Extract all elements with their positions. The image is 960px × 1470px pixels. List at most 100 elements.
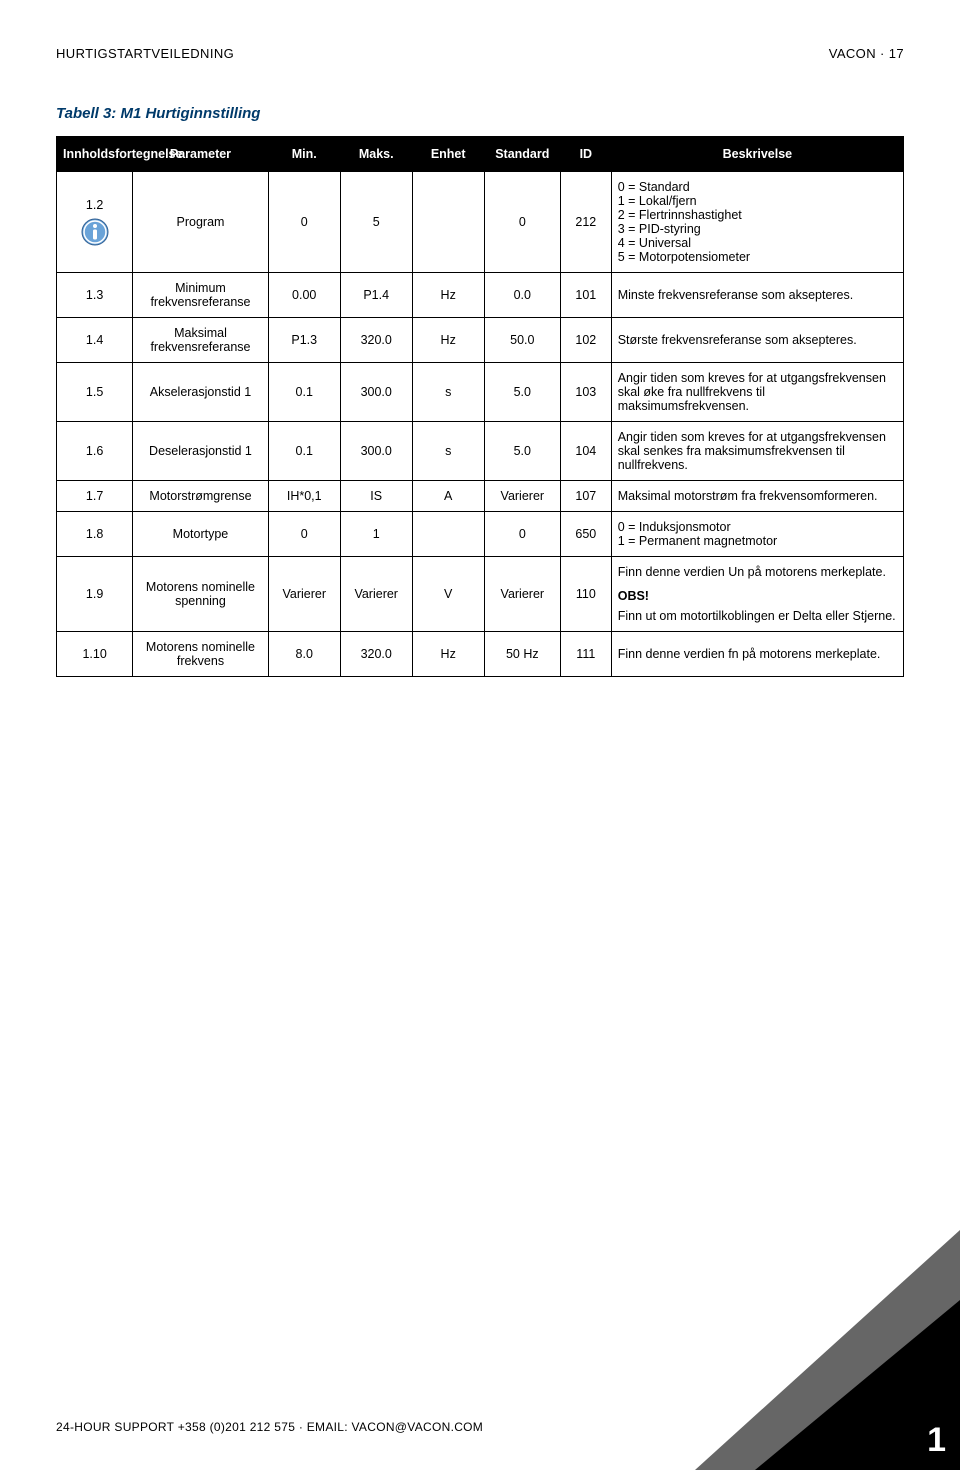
cell-id: 212	[560, 172, 611, 273]
cell-unit: V	[412, 557, 484, 632]
cell-index: 1.9	[57, 557, 133, 632]
table-header: Innholdsfortegnelse Parameter Min. Maks.…	[57, 137, 904, 172]
cell-max: 320.0	[340, 318, 412, 363]
cell-standard: Varierer	[484, 481, 560, 512]
cell-parameter: Motortype	[133, 512, 269, 557]
cell-parameter: Maksimal frekvensreferanse	[133, 318, 269, 363]
cell-index: 1.3	[57, 273, 133, 318]
info-icon	[81, 218, 109, 246]
table-row: 1.2Program0502120 = Standard1 = Lokal/fj…	[57, 172, 904, 273]
table-caption: Tabell 3: M1 Hurtiginnstilling	[56, 105, 904, 122]
corner-graphic	[660, 1170, 960, 1470]
cell-id: 103	[560, 363, 611, 422]
cell-standard: 0	[484, 512, 560, 557]
cell-desc: Angir tiden som kreves for at utgangsfre…	[611, 363, 903, 422]
cell-index: 1.5	[57, 363, 133, 422]
cell-desc: Angir tiden som kreves for at utgangsfre…	[611, 422, 903, 481]
cell-max: 5	[340, 172, 412, 273]
cell-standard: 5.0	[484, 363, 560, 422]
parameter-table: Innholdsfortegnelse Parameter Min. Maks.…	[56, 136, 904, 677]
page-header: HURTIGSTARTVEILEDNING VACON · 17	[56, 46, 904, 61]
cell-parameter: Motorens nominelle spenning	[133, 557, 269, 632]
table-row: 1.7MotorstrømgrenseIH*0,1ISAVarierer107M…	[57, 481, 904, 512]
table-row: 1.4Maksimal frekvensreferanseP1.3320.0Hz…	[57, 318, 904, 363]
col-standard: Standard	[484, 137, 560, 172]
cell-parameter: Deselerasjonstid 1	[133, 422, 269, 481]
table-row: 1.10Motorens nominelle frekvens8.0320.0H…	[57, 632, 904, 677]
cell-id: 102	[560, 318, 611, 363]
cell-max: 1	[340, 512, 412, 557]
cell-standard: 0.0	[484, 273, 560, 318]
cell-desc: Finn denne verdien Un på motorens merkep…	[611, 557, 903, 632]
page-number: 1	[927, 1421, 946, 1460]
cell-min: 0	[268, 512, 340, 557]
table-row: 1.6Deselerasjonstid 10.1300.0s5.0104Angi…	[57, 422, 904, 481]
cell-parameter: Program	[133, 172, 269, 273]
cell-standard: 50.0	[484, 318, 560, 363]
cell-index: 1.6	[57, 422, 133, 481]
cell-max: 300.0	[340, 363, 412, 422]
cell-min: 0.1	[268, 422, 340, 481]
cell-unit: s	[412, 363, 484, 422]
cell-id: 101	[560, 273, 611, 318]
cell-min: Varierer	[268, 557, 340, 632]
cell-standard: 0	[484, 172, 560, 273]
col-max: Maks.	[340, 137, 412, 172]
cell-desc: Maksimal motorstrøm fra frekvensomformer…	[611, 481, 903, 512]
document-page: HURTIGSTARTVEILEDNING VACON · 17 Tabell …	[0, 0, 960, 1470]
cell-desc: 0 = Standard1 = Lokal/fjern2 = Flertrinn…	[611, 172, 903, 273]
cell-unit	[412, 172, 484, 273]
cell-desc: Største frekvensreferanse som aksepteres…	[611, 318, 903, 363]
table-body: 1.2Program0502120 = Standard1 = Lokal/fj…	[57, 172, 904, 677]
col-desc: Beskrivelse	[611, 137, 903, 172]
col-min: Min.	[268, 137, 340, 172]
cell-parameter: Akselerasjonstid 1	[133, 363, 269, 422]
cell-id: 107	[560, 481, 611, 512]
col-unit: Enhet	[412, 137, 484, 172]
cell-parameter: Minimum frekvensreferanse	[133, 273, 269, 318]
cell-min: 0	[268, 172, 340, 273]
cell-parameter: Motorens nominelle frekvens	[133, 632, 269, 677]
cell-standard: 50 Hz	[484, 632, 560, 677]
cell-min: P1.3	[268, 318, 340, 363]
cell-unit: s	[412, 422, 484, 481]
cell-max: Varierer	[340, 557, 412, 632]
table-row: 1.8Motortype0106500 = Induksjonsmotor1 =…	[57, 512, 904, 557]
table-row: 1.9Motorens nominelle spenningVariererVa…	[57, 557, 904, 632]
col-id: ID	[560, 137, 611, 172]
cell-unit: Hz	[412, 632, 484, 677]
cell-min: 0.1	[268, 363, 340, 422]
header-right: VACON · 17	[829, 46, 904, 61]
cell-min: IH*0,1	[268, 481, 340, 512]
cell-max: IS	[340, 481, 412, 512]
cell-index: 1.10	[57, 632, 133, 677]
table-row: 1.3Minimum frekvensreferanse0.00P1.4Hz0.…	[57, 273, 904, 318]
cell-max: 300.0	[340, 422, 412, 481]
cell-desc: Minste frekvensreferanse som aksepteres.	[611, 273, 903, 318]
cell-id: 104	[560, 422, 611, 481]
cell-standard: 5.0	[484, 422, 560, 481]
page-footer: 24-HOUR SUPPORT +358 (0)201 212 575 · EM…	[56, 1420, 483, 1434]
cell-index: 1.8	[57, 512, 133, 557]
cell-index: 1.2	[57, 172, 133, 273]
table-row: 1.5Akselerasjonstid 10.1300.0s5.0103Angi…	[57, 363, 904, 422]
cell-desc: 0 = Induksjonsmotor1 = Permanent magnetm…	[611, 512, 903, 557]
cell-index: 1.4	[57, 318, 133, 363]
cell-unit	[412, 512, 484, 557]
cell-unit: A	[412, 481, 484, 512]
cell-unit: Hz	[412, 318, 484, 363]
cell-id: 111	[560, 632, 611, 677]
cell-min: 0.00	[268, 273, 340, 318]
header-left: HURTIGSTARTVEILEDNING	[56, 46, 234, 61]
cell-parameter: Motorstrømgrense	[133, 481, 269, 512]
cell-min: 8.0	[268, 632, 340, 677]
cell-max: 320.0	[340, 632, 412, 677]
cell-id: 650	[560, 512, 611, 557]
cell-index: 1.7	[57, 481, 133, 512]
cell-unit: Hz	[412, 273, 484, 318]
cell-max: P1.4	[340, 273, 412, 318]
cell-desc: Finn denne verdien fn på motorens merkep…	[611, 632, 903, 677]
cell-id: 110	[560, 557, 611, 632]
cell-standard: Varierer	[484, 557, 560, 632]
col-index: Innholdsfortegnelse	[57, 137, 133, 172]
